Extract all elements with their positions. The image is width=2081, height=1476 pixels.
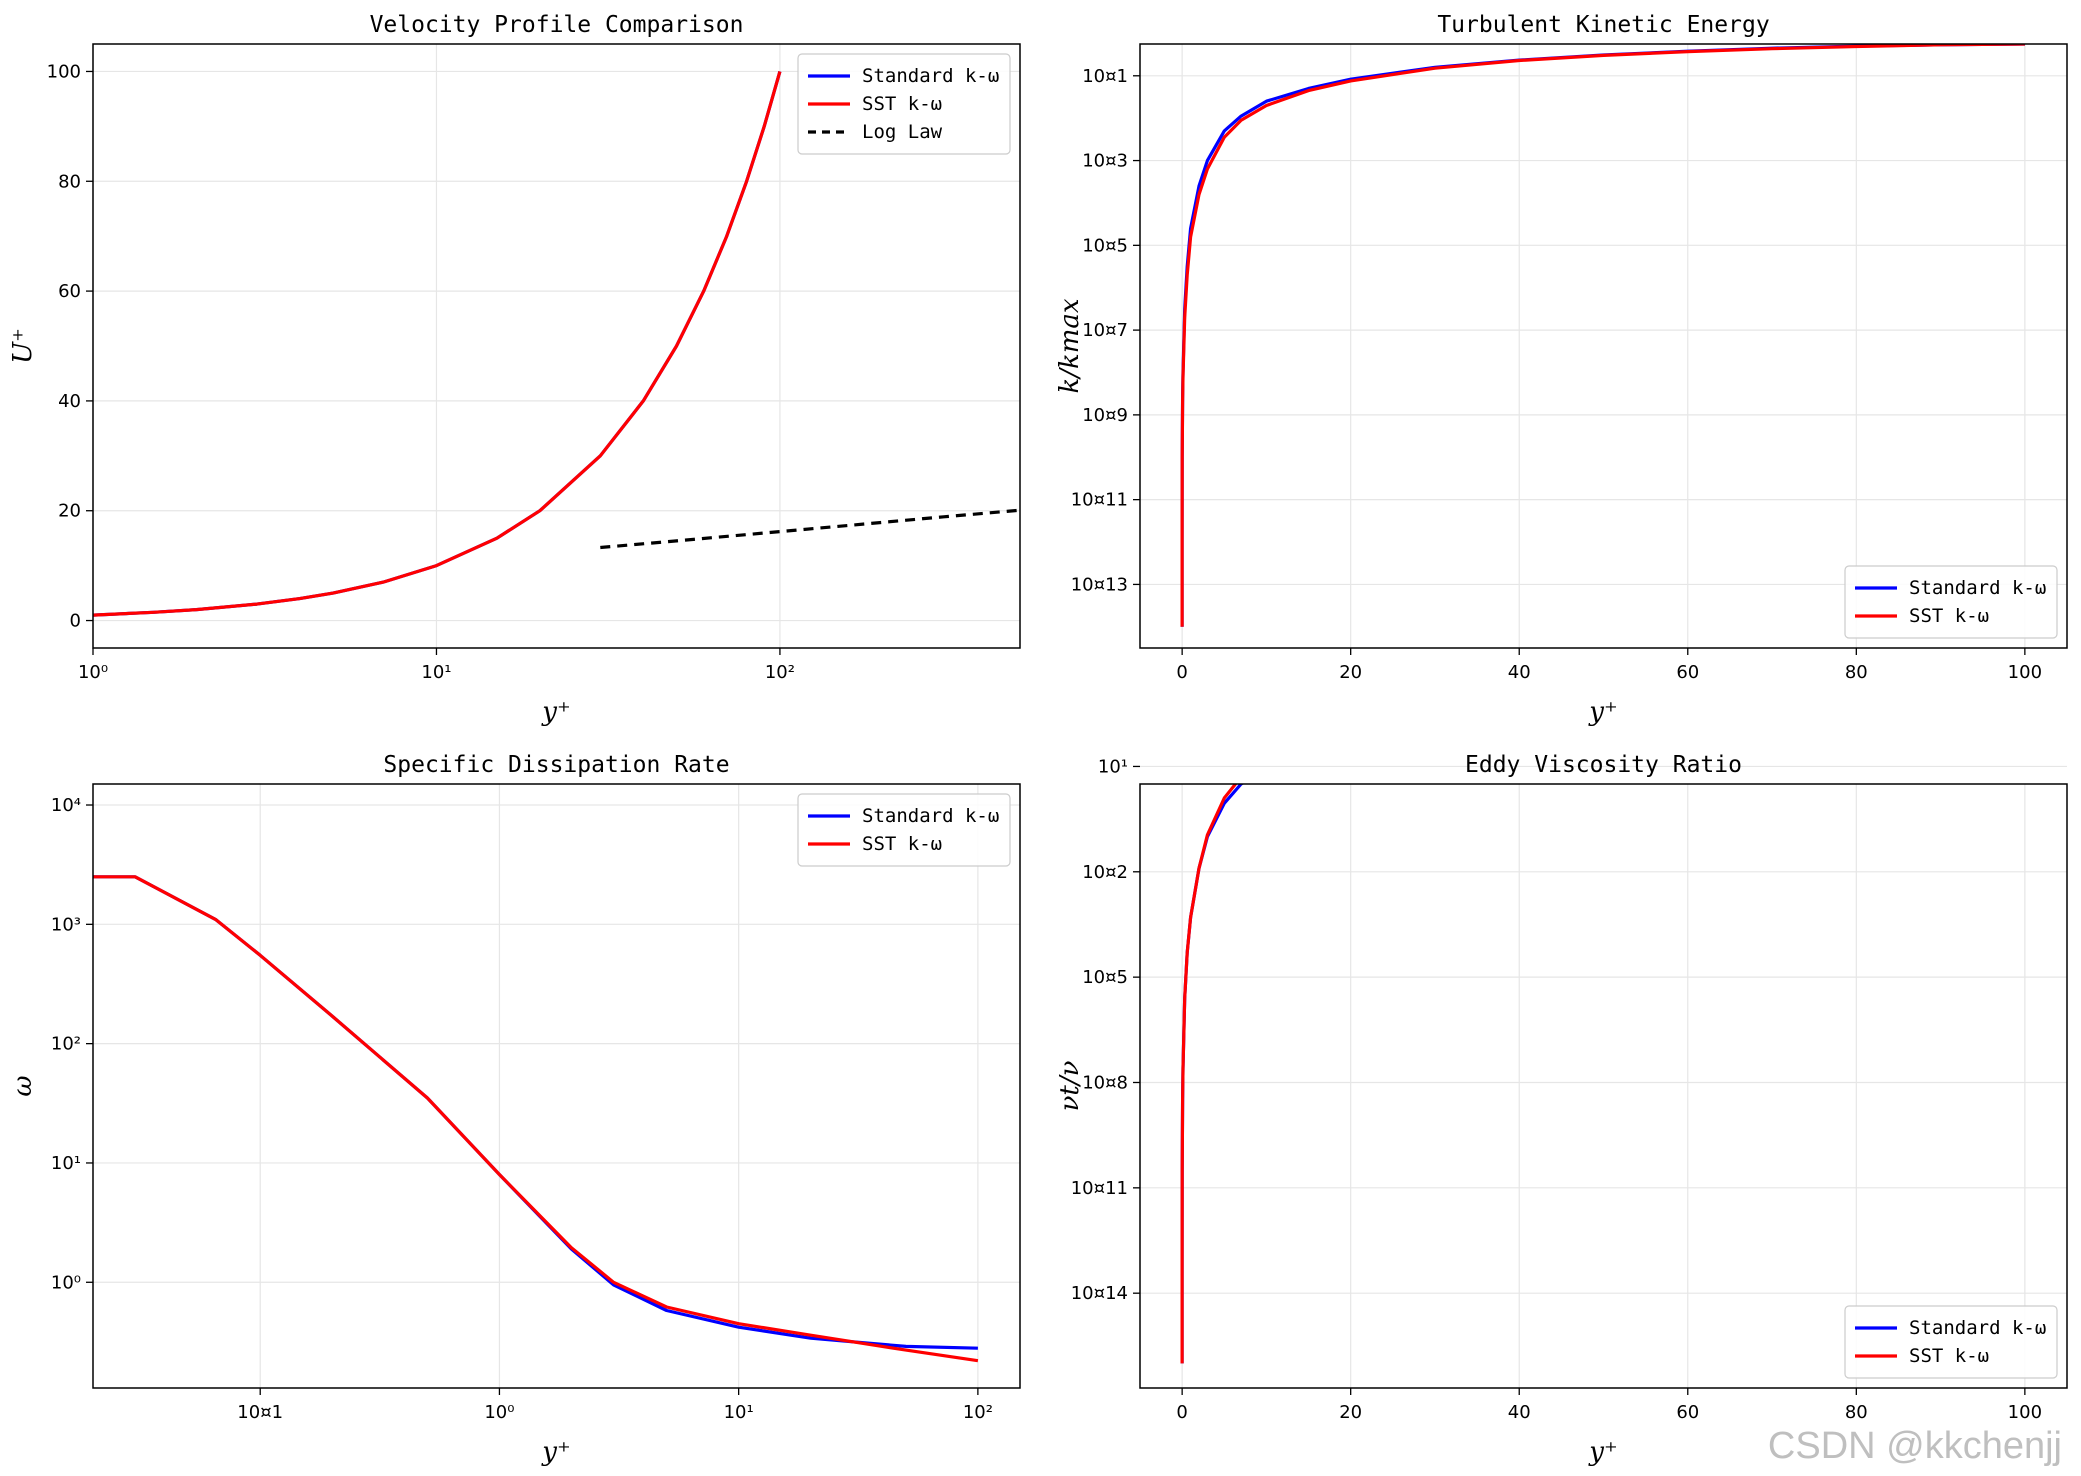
grid xyxy=(1140,765,2067,1388)
chart-title: Specific Dissipation Rate xyxy=(383,752,729,778)
x-tick-label: 10¤1 xyxy=(237,1402,283,1423)
x-tick-label: 80 xyxy=(1845,662,1868,683)
series-group xyxy=(93,71,1020,617)
legend: Standard k-ω SST k-ω xyxy=(1844,1305,2058,1379)
chart-title: Velocity Profile Comparison xyxy=(370,12,744,38)
plot-frame xyxy=(92,783,1021,1389)
legend-label: Log Law xyxy=(862,121,943,143)
y-tick-label: 10¤1 xyxy=(1082,66,1128,87)
y-tick-label: 10⁰ xyxy=(51,1272,81,1293)
y-axis-label: k/kmax xyxy=(1055,298,1085,393)
y-tick-label: 10¤13 xyxy=(1071,574,1128,595)
chart-title: Eddy Viscosity Ratio xyxy=(1465,752,1742,778)
plot-frame xyxy=(92,43,1021,649)
y-tick-label: 10¤7 xyxy=(1082,320,1128,341)
y-axis-label: νt/ν xyxy=(1055,1060,1085,1111)
legend-label: SST k-ω xyxy=(862,93,942,115)
x-tick-label: 20 xyxy=(1339,1402,1362,1423)
x-tick-label: 20 xyxy=(1339,662,1362,683)
legend: Standard k-ω SST k-ω Log Law xyxy=(797,53,1011,155)
series-line-sst-k- xyxy=(93,875,979,1363)
series-line-standard-k- xyxy=(1180,44,2025,627)
y-axis-label: ω xyxy=(8,1075,38,1096)
x-tick-label: 10⁰ xyxy=(484,1402,514,1423)
x-tick-label: 0 xyxy=(1176,1402,1187,1423)
series-line-standard-k- xyxy=(93,875,978,1350)
series-line-standard-k- xyxy=(1180,784,1245,1364)
y-axis-label: U⁺ xyxy=(8,328,38,364)
x-tick-label: 60 xyxy=(1676,1402,1699,1423)
x-tick-label: 10¹ xyxy=(421,662,451,683)
y-tick-label: 80 xyxy=(58,171,81,192)
x-tick-label: 40 xyxy=(1508,662,1531,683)
series-group xyxy=(1180,784,1245,1364)
legend-label: SST k-ω xyxy=(1909,1345,1989,1367)
panel-3: 10¤1 10⁰ 10¹ 10² 10⁰ 10¹ 10² 10³ 10⁴ Specific Dis… xyxy=(8,752,1021,1467)
x-tick-label: 60 xyxy=(1676,662,1699,683)
x-tick-label: 0 xyxy=(1176,662,1187,683)
y-tick-label: 10¤3 xyxy=(1082,151,1128,172)
y-tick-label: 10¤9 xyxy=(1082,405,1128,426)
legend-label: Standard k-ω xyxy=(1909,1317,2046,1339)
grid xyxy=(93,784,1020,1388)
series-line-sst-k- xyxy=(1180,784,1238,1364)
legend-label: Standard k-ω xyxy=(862,65,999,87)
x-axis-label: y⁺ xyxy=(541,697,570,727)
legend-box xyxy=(1844,565,2058,639)
panel-2: 0 20 40 60 80 100 10¤1 10¤3 10¤5 10¤7 10¤9 10¤11 10¤… xyxy=(1055,12,2068,727)
chart-title: Turbulent Kinetic Energy xyxy=(1437,12,1769,38)
x-tick-label: 80 xyxy=(1845,1402,1868,1423)
y-tick-label: 10¤11 xyxy=(1071,490,1128,511)
x-axis-label: y⁺ xyxy=(1588,697,1617,727)
y-tick-label: 10¤2 xyxy=(1082,862,1128,883)
plot-frame xyxy=(1139,43,2068,649)
legend-box xyxy=(1844,1305,2058,1379)
x-tick-label: 40 xyxy=(1508,1402,1531,1423)
y-tick-label: 10³ xyxy=(51,914,81,935)
x-tick-label: 10⁰ xyxy=(78,662,108,683)
y-tick-label: 10⁴ xyxy=(51,795,81,816)
legend: Standard k-ω SST k-ω xyxy=(797,793,1011,867)
legend-label: SST k-ω xyxy=(862,833,942,855)
x-tick-label: 100 xyxy=(2008,662,2042,683)
plot-frame xyxy=(1139,783,2068,1389)
y-tick-label: 60 xyxy=(58,281,81,302)
series-group xyxy=(93,875,979,1363)
x-tick-label: 10² xyxy=(963,1402,993,1423)
y-tick-label: 10¤8 xyxy=(1082,1072,1128,1093)
grid xyxy=(1140,44,2067,648)
series-line-sst-k- xyxy=(93,71,782,617)
y-tick-label: 40 xyxy=(58,391,81,412)
y-tick-label: 0 xyxy=(70,611,81,632)
y-tick-label: 100 xyxy=(47,61,81,82)
x-tick-label: 10² xyxy=(765,662,795,683)
grid xyxy=(92,44,1020,648)
legend-box xyxy=(797,53,1011,155)
panel-4: 0 20 40 60 80 100 10¹ 10¤2 10¤5 10¤8 10¤11 10¤14 Edd… xyxy=(1055,752,2068,1467)
legend: Standard k-ω SST k-ω xyxy=(1844,565,2058,639)
watermark: CSDN @kkchenjj xyxy=(1768,1425,2062,1467)
y-tick-label: 10¹ xyxy=(1098,756,1128,777)
y-tick-label: 10¤11 xyxy=(1071,1178,1128,1199)
x-tick-label: 10¹ xyxy=(724,1402,754,1423)
y-tick-label: 20 xyxy=(58,501,81,522)
x-axis-label: y⁺ xyxy=(1588,1437,1617,1467)
series-line-sst-k- xyxy=(1180,44,2025,627)
y-tick-label: 10¤5 xyxy=(1082,967,1128,988)
y-tick-label: 10¹ xyxy=(51,1153,81,1174)
x-tick-label: 100 xyxy=(2008,1402,2042,1423)
x-axis-label: y⁺ xyxy=(541,1437,570,1467)
y-tick-label: 10¤5 xyxy=(1082,235,1128,256)
legend-box xyxy=(797,793,1011,867)
legend-label: SST k-ω xyxy=(1909,605,1989,627)
legend-label: Standard k-ω xyxy=(862,805,999,827)
panel-1: 10⁰ 10¹ 10² 0 20 40 60 80 100 Velocity Profile Co… xyxy=(8,12,1021,727)
legend-label: Standard k-ω xyxy=(1909,577,2046,599)
series-group xyxy=(1180,44,2025,627)
series-line-log-law xyxy=(600,508,1020,550)
y-tick-label: 10² xyxy=(51,1034,81,1055)
y-tick-label: 10¤14 xyxy=(1071,1283,1128,1304)
